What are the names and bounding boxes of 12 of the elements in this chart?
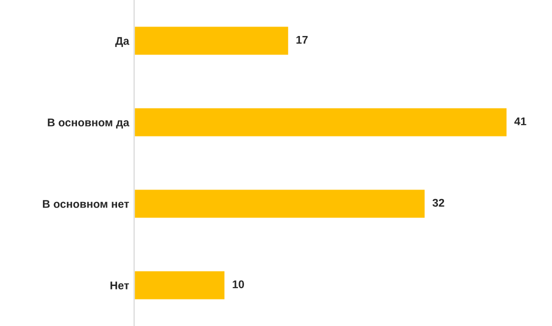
data-label: 10	[232, 280, 244, 288]
y-tick-label: В основном да	[48, 118, 130, 128]
bar	[134, 106, 508, 138]
data-label: 17	[296, 36, 308, 44]
data-label: 32	[432, 198, 444, 207]
bar	[134, 25, 290, 56]
bar	[134, 188, 426, 220]
y-tick-label: Да	[115, 37, 130, 47]
y-tick-label: В основном нет	[42, 200, 129, 208]
data-label: 41	[514, 117, 526, 126]
bar	[134, 270, 226, 301]
y-tick-label: Нет	[110, 282, 129, 290]
